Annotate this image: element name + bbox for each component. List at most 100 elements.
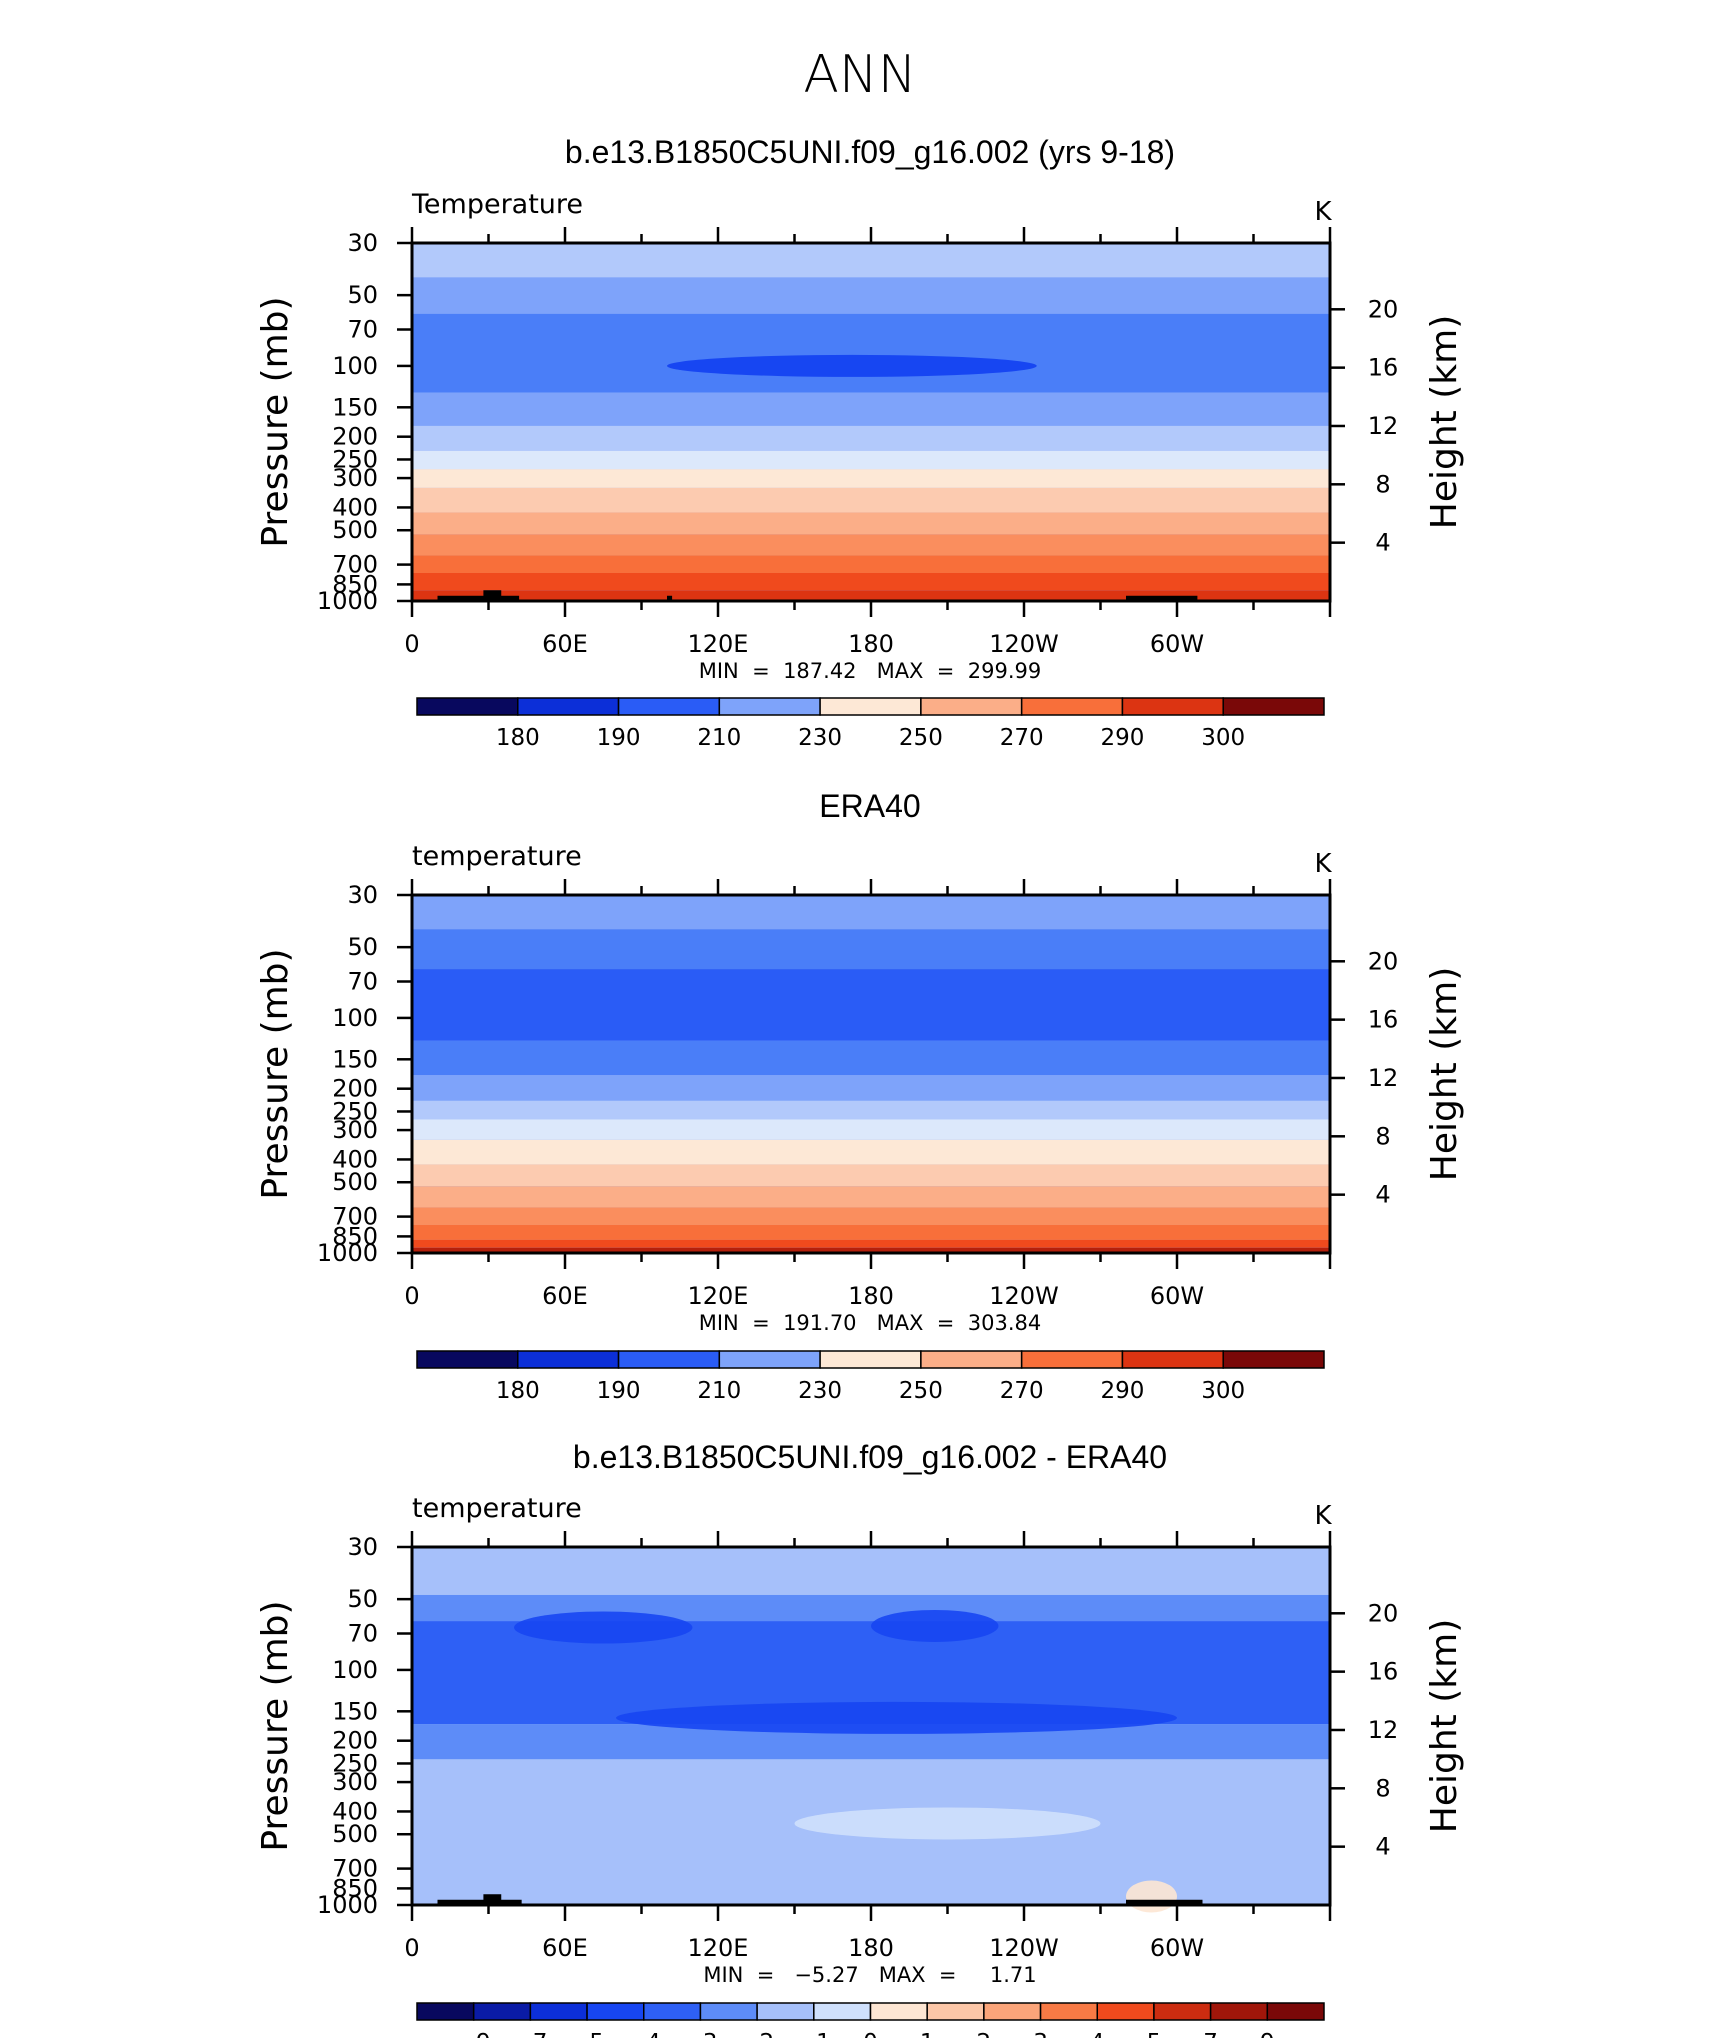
panel-3-anomaly-region [1126,1880,1177,1913]
panel-3-y-tick-label: 70 [347,1620,378,1648]
panel-1-y-tick-label: 50 [347,281,378,309]
panel-2-band [412,1207,1330,1225]
panel-3-ylabel: Pressure (mb) [255,1600,296,1851]
panel-1-y-tick-label: 100 [332,352,378,380]
panel-1-y2-tick-label: 16 [1368,354,1399,382]
panel-3-y2-tick-label: 12 [1368,1716,1399,1744]
panel-3-colorbar-label: −7 [513,2030,547,2038]
panel-2-colorbar-box [1121,1350,1224,1369]
panel-1-y-tick-label: 250 [332,445,378,473]
panel-1-band [412,425,1330,451]
panel-3-colorbar-label: −9 [457,2030,491,2038]
panel-2-y-tick-label: 1000 [317,1239,378,1267]
panel-2-band [412,1247,1330,1253]
panel-3-band [412,1547,1330,1595]
panel-3-x-tick-label: 120W [989,1934,1059,1962]
panel-1-y2-tick-label: 8 [1375,470,1390,498]
panel-3-colorbar-box [983,2002,1042,2021]
panel-2-y2-tick-label: 20 [1368,947,1399,975]
panel-3-y-tick-label: 700 [332,1855,378,1883]
panel-2-band [412,1186,1330,1208]
panel-3-x-tick-label: 60E [542,1934,588,1962]
panel-3-terrain [483,1894,502,1905]
panel-1-band [412,392,1330,426]
panel-3-units: K [1314,1501,1332,1531]
panel-1-y2-tick-label: 20 [1368,295,1399,323]
panel-2-y-tick-label: 850 [332,1222,378,1250]
panel-3-colorbar-box [1209,2002,1269,2021]
panel-2-y-tick-label: 500 [332,1168,378,1196]
panel-2-y-tick-label: 50 [347,933,378,961]
panel-3-colorbar-label: 4 [1090,2030,1105,2038]
panel-2-y-tick-label: 30 [347,881,378,909]
panel-1-y-tick-label: 400 [332,493,378,521]
panel-2-colorbar-label: 190 [597,1378,641,1404]
panel-2-x-tick-label: 180 [848,1282,894,1310]
panel-2-units: K [1314,849,1332,879]
panel-1: b.e13.B1850C5UNI.f09_g16.002 (yrs 9-18) … [255,134,1465,751]
panel-1-band [412,487,1330,513]
panel-1-colorbar-box [1020,697,1124,716]
panel-1-band [412,572,1330,591]
panel-2-colorbar-box [517,1350,620,1369]
panel-3-x-tick-label: 0 [404,1934,419,1962]
panel-3-colorbar-label: −4 [627,2030,661,2038]
panel-2-band [412,1119,1330,1140]
panel-2-colorbar-box [1020,1350,1124,1369]
panel-1-band [412,277,1330,314]
panel-3-colorbar-box [699,2002,758,2021]
panel-1-y2-tick-label: 12 [1368,412,1399,440]
panel-3-colorbar-box [472,2002,532,2021]
panel-2-x-tick-label: 120W [989,1282,1059,1310]
panel-1-x-tick-label: 120W [989,630,1059,658]
panel-1-terrain [1126,595,1198,601]
panel-1-band [412,534,1330,556]
panel-3-colorbar-box [756,2002,815,2021]
panel-1-colorbar-box [1121,697,1224,716]
panel-3-y-tick-label: 250 [332,1749,378,1777]
panel-3-colorbar-box [869,2002,928,2021]
panel-1-colorbar-label: 180 [496,725,540,751]
panel-2-colorbar-label: 290 [1100,1378,1144,1404]
panel-1-colorbar-box [1222,697,1325,716]
panel-3-x-tick-label: 120E [688,1934,749,1962]
panel-1-y-tick-label: 700 [332,551,378,579]
panel-3-ylabel-right: Height (km) [1424,1619,1465,1833]
panel-2-y2-tick-label: 4 [1375,1181,1390,1209]
panel-2-colorbar-box [819,1350,922,1369]
panel-2-ylabel: Pressure (mb) [255,948,296,1199]
panel-2-ylabel-right: Height (km) [1424,967,1465,1181]
panel-1-band [412,555,1330,573]
panel-2-colorbar-label: 180 [496,1378,540,1404]
panel-2-colorbar-label: 210 [697,1378,741,1404]
panel-3-colorbar-label: 3 [1033,2030,1048,2038]
panel-3-anomaly-region [616,1701,1177,1734]
panel-2-y-tick-label: 200 [332,1075,378,1103]
panel-1-colorbar-box [416,697,519,716]
panel-2-band [412,1224,1330,1240]
panel-3-colorbar-label: −1 [797,2030,831,2038]
panel-2-band [412,1040,1330,1076]
panel-1-band [412,590,1330,601]
panel-3-y2-tick-label: 20 [1368,1599,1399,1627]
panel-3-colorbar-label: −5 [570,2030,604,2038]
panel-1-colorbar-label: 250 [899,725,943,751]
panel-1-y-tick-label: 70 [347,316,378,344]
panel-3-colorbar-box [586,2002,645,2021]
panel-2-band [412,895,1330,930]
panel-1-band [412,512,1330,535]
panel-1-y-tick-label: 850 [332,570,378,598]
panel-3-y-tick-label: 400 [332,1797,378,1825]
panel-2-band [412,1075,1330,1101]
panel-3-y2-tick-label: 16 [1368,1658,1399,1686]
panel-3-colorbar-label: 0 [863,2030,878,2038]
panel-2-title: ERA40 [819,788,920,824]
panel-3-colorbar-box [529,2002,588,2021]
panel-2-band [412,929,1330,970]
panel-3-y-tick-label: 300 [332,1768,378,1796]
panel-3-y-tick-label: 200 [332,1727,378,1755]
panel-1-y-tick-label: 200 [332,423,378,451]
panel-1-colorbar-box [517,697,620,716]
panel-3-y-tick-label: 1000 [317,1891,378,1919]
panel-3-x-tick-label: 60W [1150,1934,1204,1962]
